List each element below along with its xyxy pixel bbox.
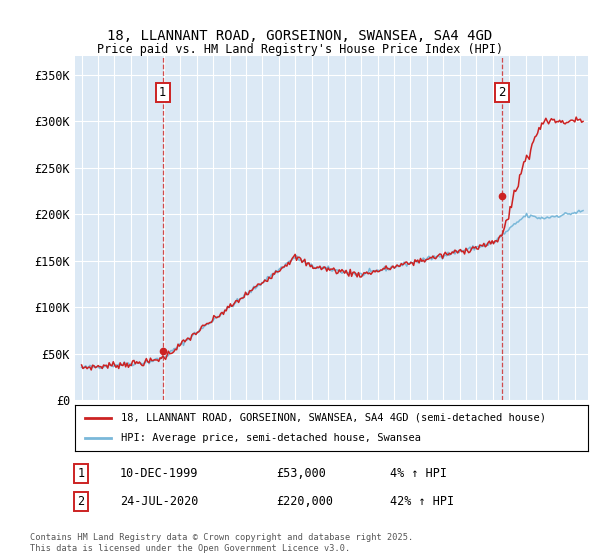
Text: 2: 2 — [498, 86, 506, 99]
Text: 10-DEC-1999: 10-DEC-1999 — [120, 466, 199, 480]
Text: £220,000: £220,000 — [276, 494, 333, 508]
Text: 1: 1 — [159, 86, 167, 99]
Text: 24-JUL-2020: 24-JUL-2020 — [120, 494, 199, 508]
Text: 1: 1 — [77, 466, 85, 480]
Text: HPI: Average price, semi-detached house, Swansea: HPI: Average price, semi-detached house,… — [121, 433, 421, 443]
Text: 18, LLANNANT ROAD, GORSEINON, SWANSEA, SA4 4GD (semi-detached house): 18, LLANNANT ROAD, GORSEINON, SWANSEA, S… — [121, 413, 546, 423]
Text: 4% ↑ HPI: 4% ↑ HPI — [390, 466, 447, 480]
Text: £53,000: £53,000 — [276, 466, 326, 480]
Text: Contains HM Land Registry data © Crown copyright and database right 2025.
This d: Contains HM Land Registry data © Crown c… — [30, 533, 413, 553]
Text: 2: 2 — [77, 494, 85, 508]
Text: 18, LLANNANT ROAD, GORSEINON, SWANSEA, SA4 4GD: 18, LLANNANT ROAD, GORSEINON, SWANSEA, S… — [107, 29, 493, 44]
Text: 42% ↑ HPI: 42% ↑ HPI — [390, 494, 454, 508]
Text: Price paid vs. HM Land Registry's House Price Index (HPI): Price paid vs. HM Land Registry's House … — [97, 43, 503, 56]
